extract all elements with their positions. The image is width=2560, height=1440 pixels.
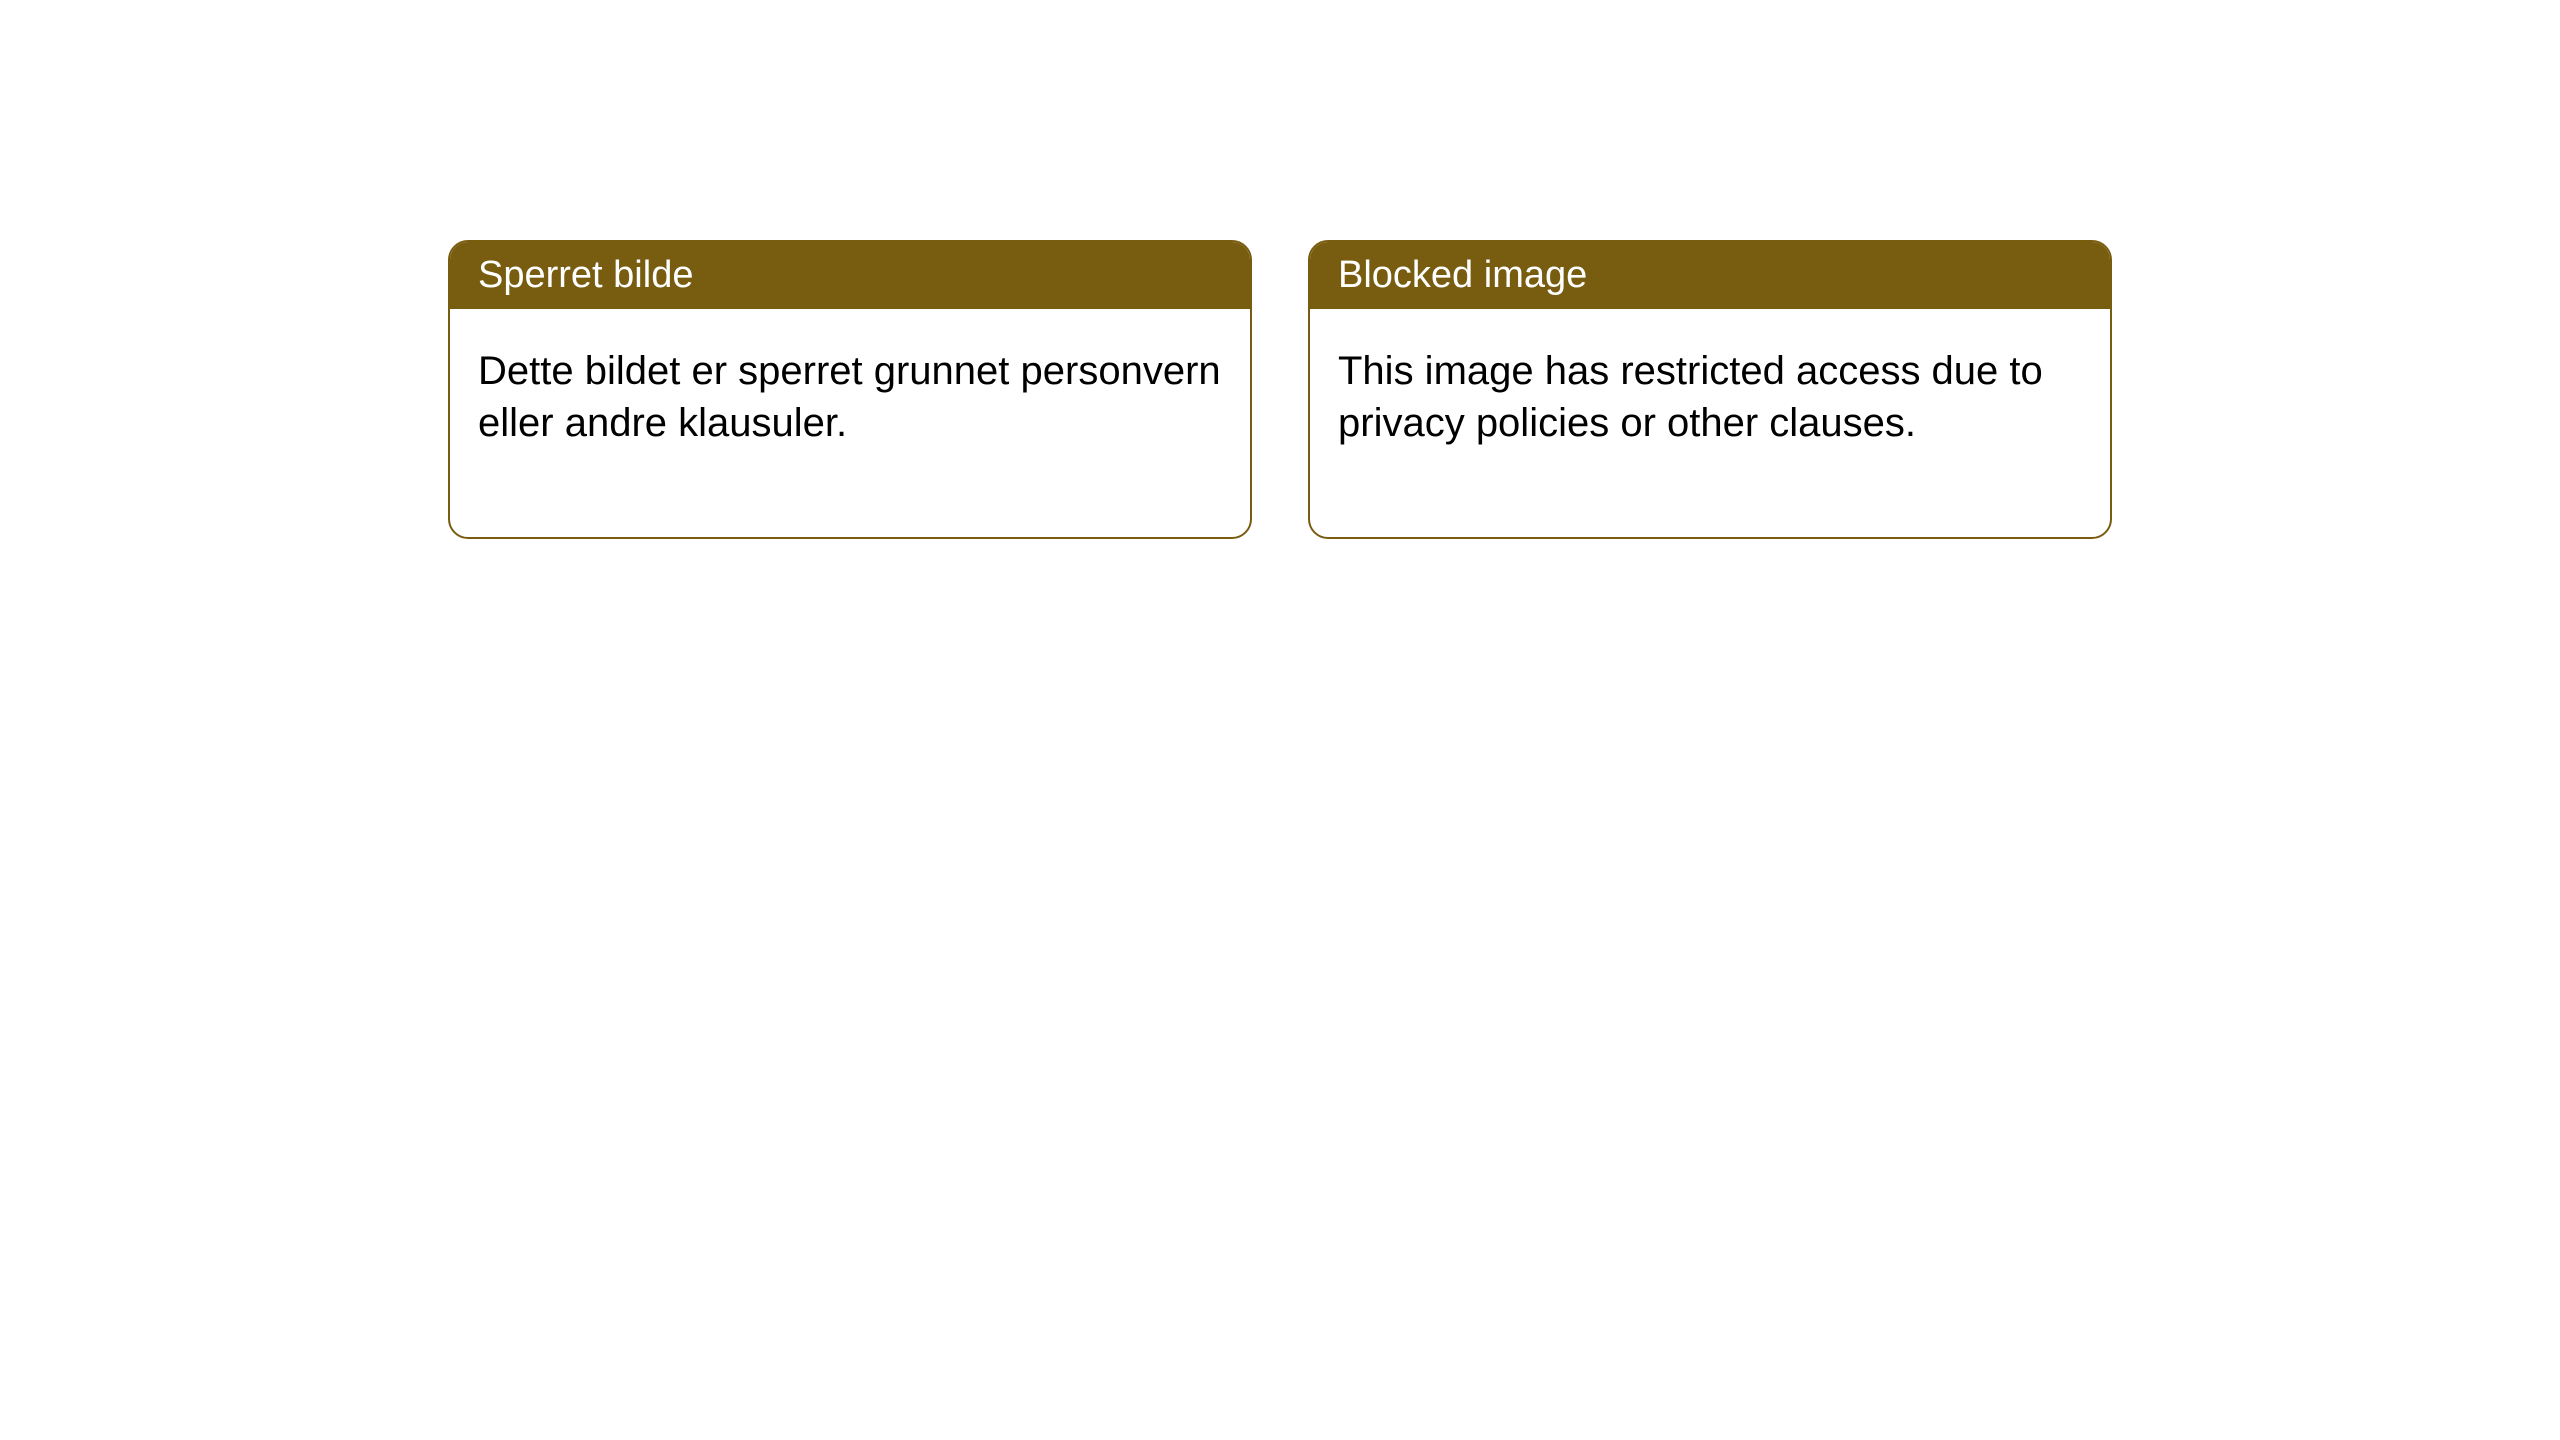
card-title: Sperret bilde [478, 254, 693, 296]
card-header: Blocked image [1310, 242, 2110, 309]
card-title: Blocked image [1338, 254, 1587, 296]
card-header: Sperret bilde [450, 242, 1250, 309]
card-body: This image has restricted access due to … [1310, 309, 2110, 537]
cards-container: Sperret bilde Dette bildet er sperret gr… [0, 0, 2560, 539]
card-body-text: Dette bildet er sperret grunnet personve… [478, 349, 1221, 445]
blocked-image-card-no: Sperret bilde Dette bildet er sperret gr… [448, 240, 1252, 539]
card-body: Dette bildet er sperret grunnet personve… [450, 309, 1250, 537]
card-body-text: This image has restricted access due to … [1338, 349, 2043, 445]
blocked-image-card-en: Blocked image This image has restricted … [1308, 240, 2112, 539]
